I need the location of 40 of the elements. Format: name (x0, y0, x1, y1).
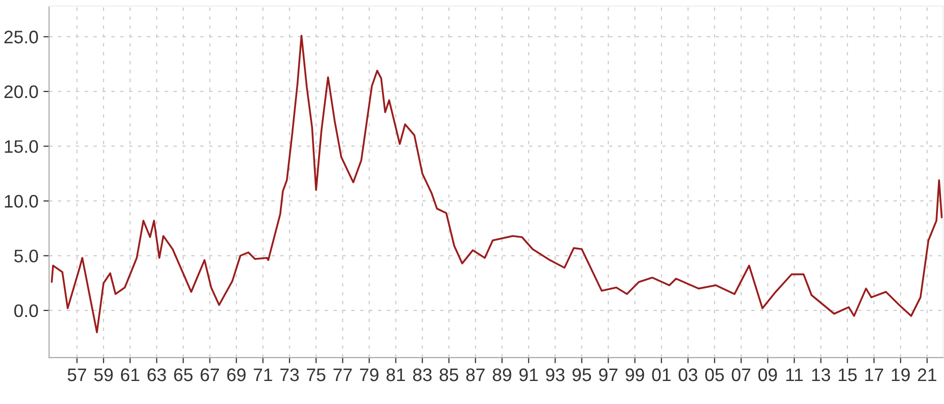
x-tick-label: 91 (519, 368, 538, 382)
x-tick-label: 61 (120, 368, 140, 382)
x-tick-label: 95 (572, 368, 592, 382)
x-tick-label: 87 (466, 368, 485, 382)
x-tick-label: 21 (918, 368, 936, 382)
x-tick-label: 81 (386, 368, 405, 382)
x-tick-label: 83 (413, 368, 432, 382)
y-tick-label: 10.0 (4, 194, 38, 208)
x-tick-label: 79 (360, 368, 378, 382)
x-tick-label: 85 (440, 368, 458, 382)
x-tick-label: 19 (892, 368, 910, 382)
x-tick-label: 57 (68, 368, 86, 382)
x-tick-label: 65 (174, 368, 193, 382)
line-series (50, 34, 943, 334)
x-tick-label: 11 (786, 368, 803, 382)
x-tick-label: 15 (838, 368, 857, 382)
x-tick-label: 17 (865, 368, 884, 382)
x-tick-label: 03 (678, 368, 698, 382)
x-tick-label: 93 (546, 368, 564, 382)
x-tick-label: 63 (148, 368, 166, 382)
x-tick-label: 07 (732, 368, 750, 382)
y-tick-label: 15.0 (4, 140, 38, 153)
x-tick-label: 09 (758, 368, 777, 382)
x-tick-label: 67 (200, 368, 219, 382)
y-tick-label: 5.0 (14, 250, 38, 262)
x-tick-label: 01 (652, 368, 671, 382)
x-tick-label: 71 (254, 368, 272, 382)
x-tick-label: 89 (492, 368, 512, 382)
y-tick-label: 0.0 (14, 304, 38, 318)
y-tick-label: 25.0 (4, 30, 38, 44)
x-tick-label: 13 (812, 368, 830, 382)
y-tick-label: 20.0 (4, 85, 38, 98)
x-tick-label: 75 (306, 368, 326, 382)
x-tick-label: 05 (705, 368, 724, 382)
x-tick-label: 59 (94, 368, 113, 382)
x-tick-label: 73 (280, 368, 299, 382)
x-tick-label: 77 (334, 368, 352, 382)
x-tick-label: 99 (626, 368, 644, 382)
x-tick-label: 69 (227, 368, 246, 382)
x-tick-label: 97 (599, 368, 618, 382)
